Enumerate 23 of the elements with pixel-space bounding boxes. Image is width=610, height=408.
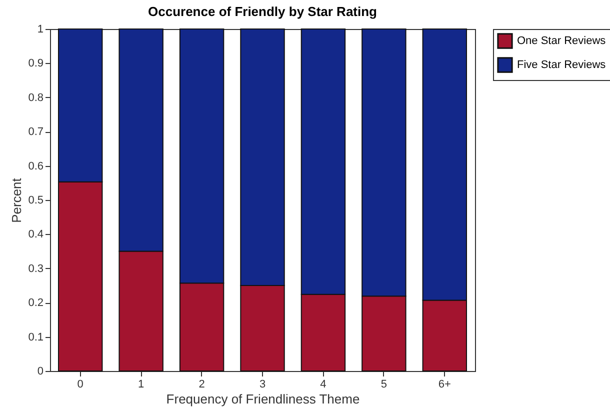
y-tick-label: 0.6 [28,160,44,172]
x-tick-label: 4 [320,378,326,390]
y-tick-label: 1 [37,24,44,36]
y-tick-label: 0.9 [28,58,44,70]
x-tick-label: 2 [198,378,205,390]
y-axis-title: Percent [9,178,24,223]
x-axis-title: Frequency of Friendliness Theme [166,392,360,406]
y-tick-label: 0.5 [28,194,44,206]
chart-title: Occurence of Friendly by Star Rating [148,4,378,19]
legend-label: Five Star Reviews [517,59,606,71]
y-tick-label: 0.8 [28,92,44,104]
x-tick-label: 0 [77,378,84,390]
y-tick-label: 0.2 [28,297,44,310]
y-tick-label: 0 [37,366,44,378]
x-tick-label: 6+ [438,378,451,390]
y-tick-label: 0.4 [28,228,44,241]
x-tick-label: 5 [380,378,387,390]
y-tick-label: 0.3 [28,262,44,275]
x-tick-label: 1 [138,378,144,390]
legend-label: One Star Reviews [517,35,606,47]
x-tick-label: 3 [259,378,266,390]
y-tick-label: 0.1 [28,331,44,344]
y-tick-label: 0.7 [28,126,44,138]
